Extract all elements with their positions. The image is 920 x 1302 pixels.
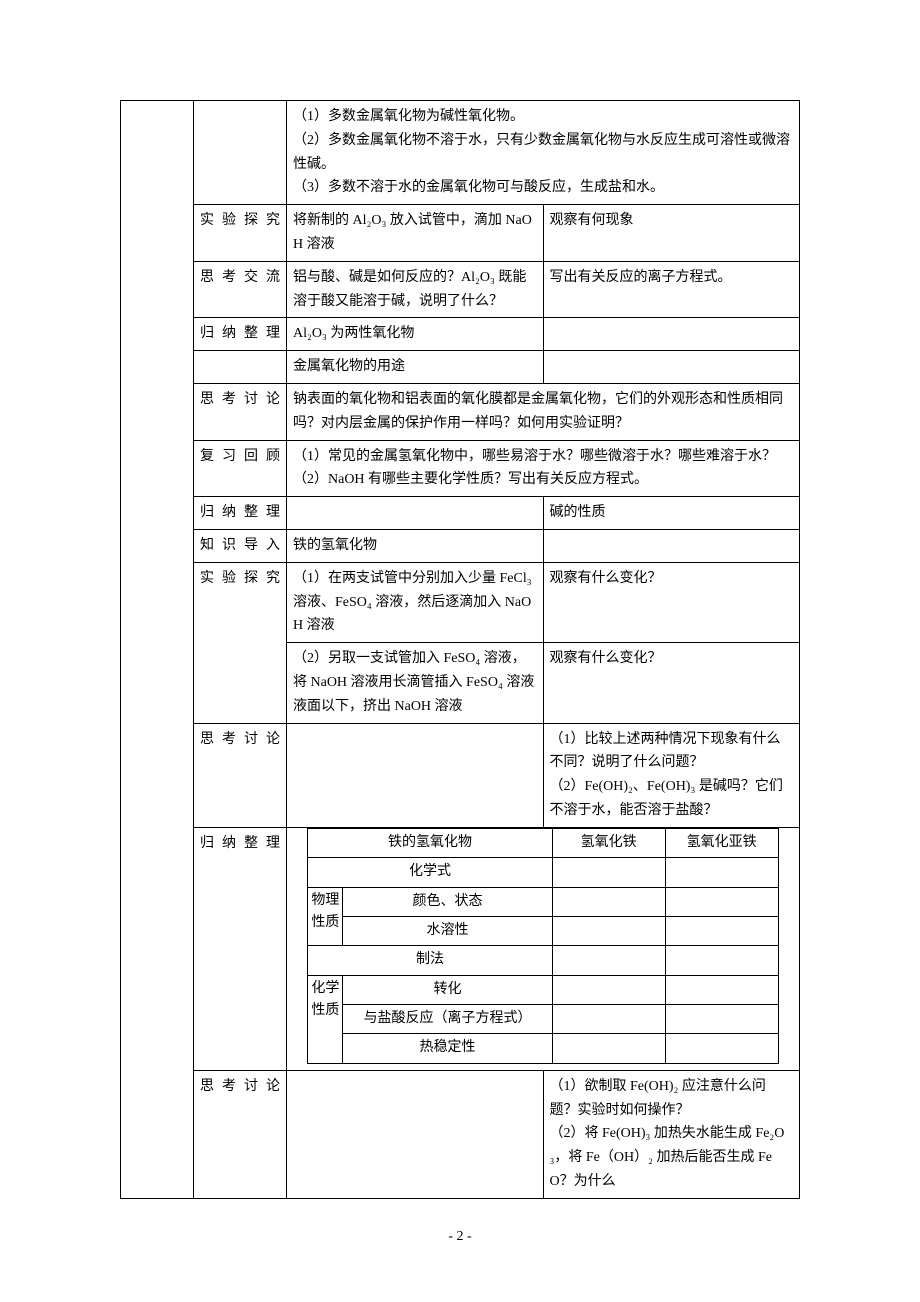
content-cell: 铝与酸、碱是如何反应的？Al₂O₃ 既能溶于酸又能溶于碱，说明了什么？ [287,261,544,318]
inner-empty [552,1034,665,1063]
text-line: （1）多数金属氧化物为碱性氧化物。 [293,105,793,129]
text-line: （2）多数金属氧化物不溶于水，只有少数金属氧化物与水反应生成可溶性或微溶性碱。 [293,129,793,177]
inner-row-label: 化学式 [308,858,552,887]
iron-hydroxide-table: 铁的氢氧化物 氢氧化铁 氢氧化亚铁 化学式 物理性质 颜色、状态 水溶性 [307,828,778,1064]
content-cell: 金属氧化物的用途 [287,351,544,384]
label-cell [194,101,287,205]
inner-empty [552,916,665,945]
inner-row-label: 水溶性 [343,916,552,945]
inner-header: 铁的氢氧化物 [308,828,552,857]
inner-empty [665,916,778,945]
inner-row-label: 热稳定性 [343,1034,552,1063]
content-cell: （1）多数金属氧化物为碱性氧化物。 （2）多数金属氧化物不溶于水，只有少数金属氧… [287,101,800,205]
text-line: （1）常见的金属氢氧化物中，哪些易溶于水？哪些微溶于水？哪些难溶于水？ [293,445,793,469]
label-cell: 实验探究 [194,562,287,723]
inner-empty [665,887,778,916]
inner-empty [552,975,665,1004]
inner-group-label: 物理性质 [308,887,343,946]
inner-row-label: 制法 [308,946,552,975]
inner-header: 氢氧化铁 [552,828,665,857]
right-cell: 碱的性质 [543,497,800,530]
lesson-table: （1）多数金属氧化物为碱性氧化物。 （2）多数金属氧化物不溶于水，只有少数金属氧… [120,100,800,1199]
label-cell: 复习回顾 [194,440,287,497]
content-cell [287,497,544,530]
right-cell: 写出有关反应的离子方程式。 [543,261,800,318]
label-cell: 思考讨论 [194,1070,287,1198]
right-cell [543,529,800,562]
label-cell: 知识导入 [194,529,287,562]
content-cell: （2）另取一支试管加入 FeSO₄ 溶液，将 NaOH 溶液用长滴管插入 FeS… [287,643,544,723]
right-cell: 观察有什么变化？ [543,643,800,723]
inner-empty [552,887,665,916]
document-page: （1）多数金属氧化物为碱性氧化物。 （2）多数金属氧化物不溶于水，只有少数金属氧… [0,0,920,1285]
text-line: （3）多数不溶于水的金属氧化物可与酸反应，生成盐和水。 [293,176,793,200]
label-cell: 思考讨论 [194,723,287,827]
right-cell: （1）欲制取 Fe(OH)₂ 应注意什么问题？实验时如何操作？ （2）将 Fe(… [543,1070,800,1198]
content-cell: 铁的氢氧化物 [287,529,544,562]
inner-table-cell: 铁的氢氧化物 氢氧化铁 氢氧化亚铁 化学式 物理性质 颜色、状态 水溶性 [287,827,800,1070]
right-cell [543,351,800,384]
inner-row-label: 转化 [343,975,552,1004]
inner-empty [552,1005,665,1034]
label-cell [194,351,287,384]
content-cell [287,723,544,827]
right-cell: 观察有何现象 [543,205,800,262]
inner-header: 氢氧化亚铁 [665,828,778,857]
right-cell: 观察有什么变化？ [543,562,800,642]
content-cell: （1）常见的金属氢氧化物中，哪些易溶于水？哪些微溶于水？哪些难溶于水？ （2）N… [287,440,800,497]
inner-row-label: 与盐酸反应（离子方程式） [343,1005,552,1034]
inner-row-label: 颜色、状态 [343,887,552,916]
label-cell: 实验探究 [194,205,287,262]
right-cell [543,318,800,351]
inner-empty [665,975,778,1004]
right-cell: （1）比较上述两种情况下现象有什么不同？说明了什么问题？ （2）Fe(OH)₂、… [543,723,800,827]
inner-empty [665,858,778,887]
inner-empty [665,1034,778,1063]
inner-empty [665,1005,778,1034]
page-number: - 2 - [448,1229,471,1244]
content-cell [287,1070,544,1198]
label-cell: 思考讨论 [194,383,287,440]
label-cell: 归纳整理 [194,827,287,1070]
label-cell: 思考交流 [194,261,287,318]
outer-left-column [121,101,194,1199]
content-cell: 将新制的 Al₂O₃ 放入试管中，滴加 NaOH 溶液 [287,205,544,262]
label-cell: 归纳整理 [194,318,287,351]
inner-empty [552,946,665,975]
text-line: （2）NaOH 有哪些主要化学性质？写出有关反应方程式。 [293,468,793,492]
content-cell: 钠表面的氧化物和铝表面的氧化膜都是金属氧化物，它们的外观形态和性质相同吗？对内层… [287,383,800,440]
label-cell: 归纳整理 [194,497,287,530]
inner-empty [552,858,665,887]
inner-group-label: 化学性质 [308,975,343,1063]
content-cell: （1）在两支试管中分别加入少量 FeCl₃ 溶液、FeSO₄ 溶液，然后逐滴加入… [287,562,544,642]
inner-empty [665,946,778,975]
page-footer: - 2 - [120,1229,800,1245]
content-cell: Al₂O₃ 为两性氧化物 [287,318,544,351]
